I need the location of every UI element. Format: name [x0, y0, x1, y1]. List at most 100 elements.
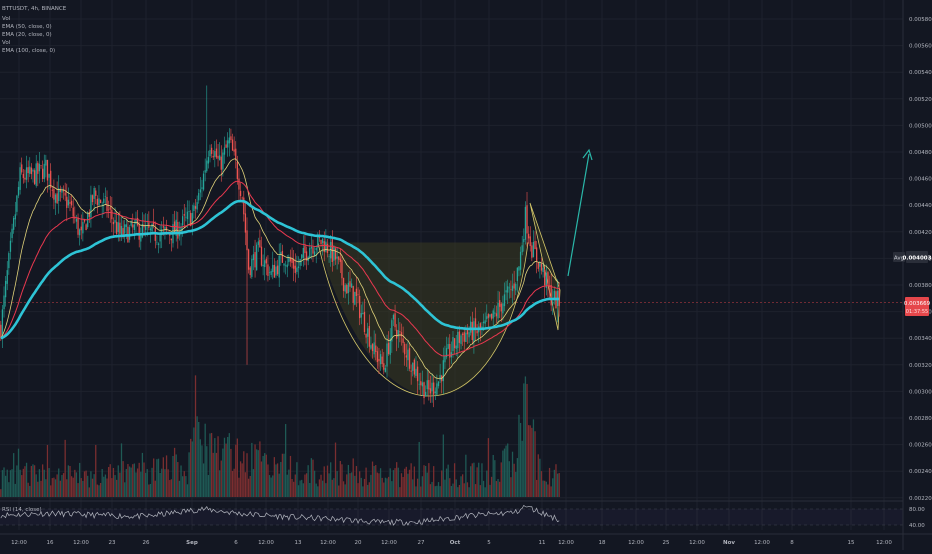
candle-body — [365, 333, 367, 338]
volume-bar — [505, 445, 507, 497]
volume-bar — [16, 465, 18, 497]
volume-bar — [133, 463, 136, 497]
legend: BTTUSDT, 4h, BINANCE Vol EMA (50, close,… — [2, 6, 67, 54]
volume-bar — [151, 467, 153, 497]
volume-bar — [185, 476, 187, 497]
volume-bar — [194, 375, 197, 497]
volume-bar — [556, 473, 559, 497]
arrow-head — [582, 148, 593, 161]
volume-bar — [386, 478, 388, 497]
candle-body — [267, 264, 269, 276]
candle-body — [64, 192, 66, 196]
time-axis[interactable]: 12:00 16 12:00 23 26 Sep 6 12:00 13 12:00 20 12:00 2… — [0, 533, 932, 546]
volume-bar — [107, 467, 110, 497]
candle-body — [194, 206, 197, 209]
candle-body — [132, 224, 134, 228]
candle-body — [346, 285, 348, 294]
volume-bar — [67, 465, 70, 497]
volume-bar — [33, 465, 36, 497]
candle-body — [420, 381, 422, 386]
candle-body — [415, 368, 417, 376]
volume-bar — [59, 480, 61, 497]
volume-bar — [199, 439, 201, 497]
volume-bar — [66, 479, 68, 497]
indicator-ema-50[interactable]: EMA (50, close, 0) — [2, 24, 52, 30]
candle-body — [70, 200, 73, 206]
candle-body — [178, 232, 181, 237]
candle-body — [46, 159, 49, 181]
candle-body — [254, 252, 256, 268]
candle-body — [376, 351, 378, 363]
volume-bar — [347, 464, 350, 497]
volume-bar — [90, 471, 92, 497]
candle-body — [437, 381, 440, 387]
candle-body — [291, 258, 293, 263]
time-tick-label: 20 — [355, 540, 362, 546]
candle-body — [400, 332, 403, 337]
candle-body — [246, 230, 248, 251]
candlestick-series[interactable] — [0, 85, 560, 408]
volume-bar — [98, 485, 100, 497]
candle-body — [225, 144, 227, 148]
volume-bar — [283, 453, 285, 497]
ema-50-line — [0, 180, 560, 357]
volume-bar — [510, 477, 512, 497]
candle-body — [56, 193, 58, 204]
candle-body — [482, 321, 485, 324]
avg-badge-label: Avg — [894, 256, 904, 262]
indicator-ema-20[interactable]: EMA (20, close, 0) — [2, 32, 52, 38]
candle-body — [486, 316, 488, 320]
indicator-volume-2[interactable]: Vol — [2, 40, 11, 46]
candle-body — [33, 170, 36, 184]
time-tick-label: 6 — [234, 540, 238, 546]
candle-body — [524, 206, 527, 240]
candle-body — [112, 221, 115, 225]
volume-bar — [555, 464, 557, 497]
symbol-title[interactable]: BTTUSDT, 4h, BINANCE — [2, 6, 67, 12]
indicator-ema-100[interactable]: EMA (100, close, 0) — [2, 48, 55, 54]
volume-bar — [74, 469, 76, 497]
candle-body — [96, 198, 98, 205]
candle-body — [305, 251, 308, 261]
candle-body — [62, 190, 65, 192]
candle-body — [77, 217, 79, 235]
volume-bar — [272, 475, 274, 497]
candle-body — [40, 165, 42, 166]
volume-bar — [457, 487, 459, 497]
volume-bar — [458, 484, 461, 497]
volume-bar — [135, 472, 137, 497]
volume-bar — [244, 472, 247, 497]
candle-body — [169, 233, 171, 236]
candle-body — [264, 260, 266, 268]
volume-bar — [210, 432, 213, 497]
volume-bar — [524, 376, 527, 497]
ema-lines — [0, 158, 560, 379]
candle-body — [363, 311, 366, 333]
volume-bar — [96, 484, 98, 497]
candle-body — [202, 173, 205, 190]
volume-bar — [502, 450, 504, 497]
indicator-volume[interactable]: Vol — [2, 16, 11, 22]
volume-bar — [445, 468, 448, 497]
volume-bar — [259, 441, 261, 497]
candle-body — [119, 222, 121, 234]
volume-bar — [186, 484, 189, 497]
volume-bar — [299, 480, 301, 497]
candle-body — [452, 337, 454, 352]
candle-body — [434, 391, 436, 394]
candle-body — [153, 221, 155, 225]
candle-body — [359, 295, 361, 319]
volume-bar — [529, 425, 531, 497]
candle-body — [238, 178, 240, 190]
rsi-legend[interactable]: RSI (14, close) — [2, 507, 42, 513]
time-tick-label: 16 — [47, 540, 54, 546]
candle-body — [516, 267, 518, 282]
volume-bar — [56, 474, 58, 497]
candle-body — [510, 289, 512, 290]
volume-bar — [402, 476, 404, 497]
rsi-pane[interactable]: 80.00 40.00 — [0, 500, 925, 529]
volume-bar — [280, 462, 282, 497]
candle-body — [375, 345, 377, 352]
candle-body — [66, 196, 68, 208]
